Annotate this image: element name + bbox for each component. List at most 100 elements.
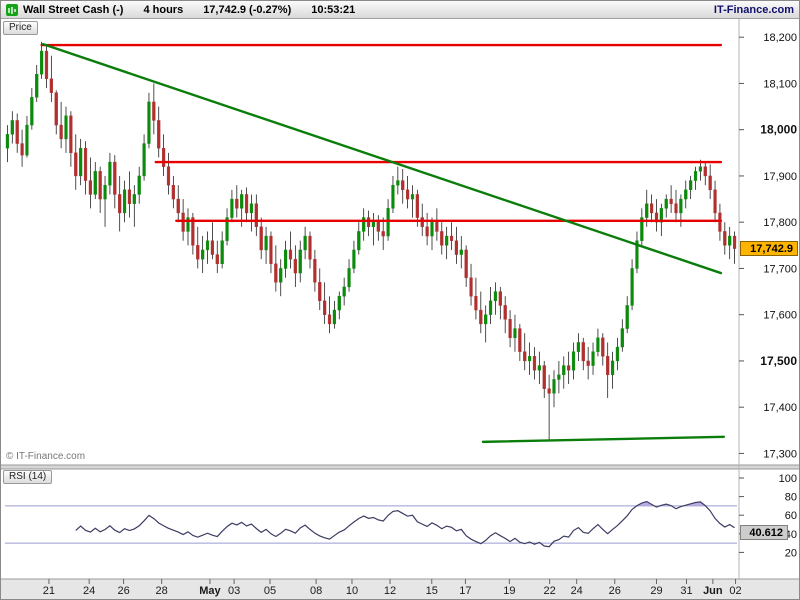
- candle-body: [532, 356, 537, 371]
- candle-body: [308, 235, 312, 260]
- candle-body: [698, 166, 702, 172]
- candle-body: [49, 78, 53, 93]
- candle-body: [571, 351, 576, 371]
- candle-body: [64, 115, 68, 140]
- time-axis-strip: [1, 579, 799, 599]
- candle-body: [10, 120, 14, 135]
- time-tick-label: 12: [384, 585, 396, 597]
- time-tick-label: 08: [310, 585, 322, 597]
- time-tick-label: 19: [503, 585, 515, 597]
- candle-body: [528, 356, 532, 362]
- candle-body: [205, 240, 210, 251]
- candle-body: [732, 235, 737, 249]
- candle-body: [298, 249, 302, 274]
- candle-body: [181, 212, 185, 232]
- candle-body: [127, 189, 132, 204]
- candle-body: [230, 198, 234, 218]
- candle-body: [391, 184, 395, 209]
- candle-body: [362, 217, 366, 232]
- candle-body: [576, 342, 580, 352]
- candle-body: [523, 351, 527, 362]
- price-tick-label: 17,800: [763, 217, 797, 229]
- rsi-tick-label: 20: [785, 547, 797, 559]
- candle-body: [337, 295, 341, 311]
- time-tick-label: 31: [680, 585, 692, 597]
- candle-body: [630, 268, 634, 306]
- candle-body: [161, 147, 166, 167]
- candle-body: [469, 277, 473, 297]
- time-tick-label: 03: [228, 585, 240, 597]
- chart-icon: [6, 3, 18, 16]
- candle-body: [596, 337, 600, 352]
- candle-body: [493, 291, 498, 302]
- candle-body: [15, 120, 19, 144]
- candle-body: [88, 180, 92, 195]
- candle-body: [157, 120, 161, 149]
- price-tick-label: 17,400: [763, 402, 797, 414]
- candle-body: [342, 286, 346, 297]
- candle-body: [508, 319, 512, 339]
- candle-body: [244, 194, 249, 214]
- candle-body: [591, 351, 595, 366]
- price-tick-label: 17,600: [763, 310, 797, 322]
- candle-body: [659, 208, 663, 223]
- candle-body: [723, 231, 727, 246]
- candle-body: [122, 189, 127, 214]
- candle-body: [259, 226, 263, 251]
- candle-body: [713, 189, 717, 214]
- candle-body: [459, 249, 463, 255]
- candle-body: [274, 263, 278, 283]
- tab-price-pane[interactable]: Price: [3, 21, 38, 35]
- time-tick-label: 17: [459, 585, 471, 597]
- candle-body: [537, 365, 541, 371]
- candle-body: [152, 101, 156, 121]
- candle-body: [54, 92, 58, 126]
- price-tick-label: 17,700: [763, 263, 797, 275]
- candle-body: [689, 180, 693, 191]
- timeframe-label: 4 hours: [143, 3, 184, 16]
- candle-body: [323, 300, 327, 315]
- candle-body: [113, 161, 117, 195]
- candle-body: [381, 231, 385, 237]
- candle-body: [30, 97, 34, 126]
- time-tick-label: 15: [426, 585, 438, 597]
- candle-body: [703, 166, 707, 177]
- candle-body: [552, 379, 556, 394]
- candle-body: [503, 305, 507, 320]
- candle-body: [664, 198, 668, 209]
- candle-body: [474, 295, 478, 311]
- candle-body: [59, 124, 63, 140]
- candle-body: [728, 235, 732, 246]
- tab-rsi-pane[interactable]: RSI (14): [3, 470, 53, 484]
- candle-body: [284, 249, 288, 269]
- rsi-tick-label: 60: [785, 510, 797, 522]
- candle-body: [586, 360, 590, 366]
- candle-body: [40, 50, 44, 75]
- time-label: 10:53:21: [311, 3, 356, 16]
- candle-body: [186, 217, 190, 232]
- candle-body: [93, 171, 97, 195]
- rsi-tick-label: 80: [785, 492, 797, 504]
- candle-body: [83, 147, 88, 181]
- candle-body: [142, 143, 146, 177]
- rsi-overbought-fill: [685, 501, 706, 506]
- candle-body: [669, 198, 673, 204]
- candle-body: [147, 101, 151, 144]
- candle-body: [332, 309, 336, 325]
- candle-body: [318, 282, 322, 302]
- time-tick-label: Jun: [703, 585, 723, 597]
- candle-body: [406, 189, 410, 200]
- candle-body: [488, 300, 493, 315]
- candle-body: [74, 152, 78, 177]
- candle-body: [279, 268, 283, 283]
- price-tick-label: 18,000: [760, 123, 797, 137]
- candle-body: [498, 291, 502, 306]
- candle-body: [352, 249, 356, 269]
- time-tick-label: 02: [729, 585, 741, 597]
- chart-header: Wall Street Cash (-) 4 hours 17,742.9 (-…: [1, 1, 799, 19]
- candle-body: [220, 240, 224, 265]
- candle-body: [640, 217, 644, 241]
- time-tick-label: 26: [609, 585, 621, 597]
